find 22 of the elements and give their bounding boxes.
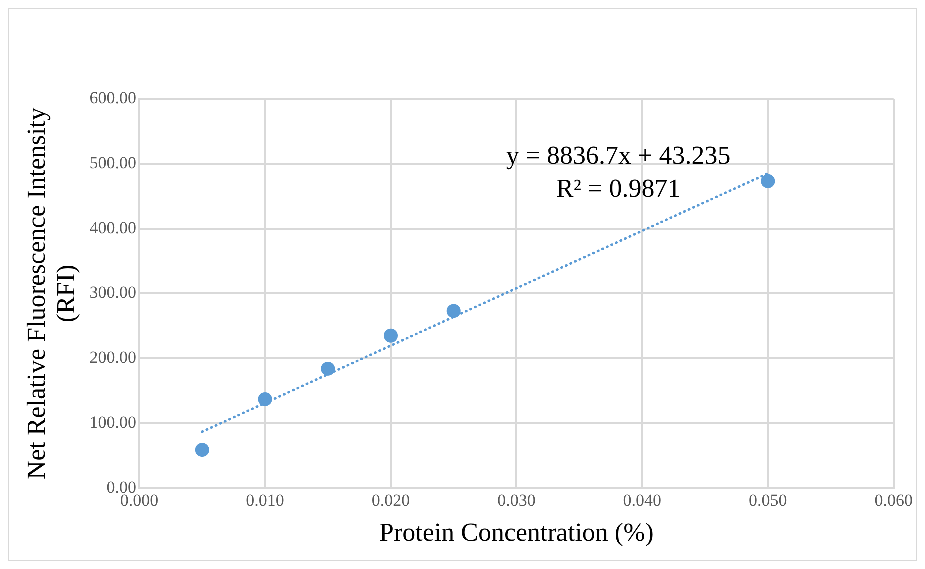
point [446,304,461,318]
y-tick-label: 200.00 [90,348,137,368]
point [761,174,776,188]
x-axis-title: Protein Concentration (%) [380,518,654,548]
annotation: R² = 0.9871 [556,174,681,203]
point [195,443,210,458]
x-tick-label: 0.050 [749,491,788,510]
point [258,392,272,406]
point [384,328,398,343]
annotation: y = 8836.7x + 43.235 [506,140,731,170]
y-axis-title: Net Relative Fluorescence Intensity (RFI) [22,108,81,480]
x-tick-label: 0.040 [623,491,662,510]
y-tick-label: 300.00 [90,283,137,302]
y-tick-label: 500.00 [90,153,137,172]
x-tick-label: 0.020 [372,491,410,510]
y-tick-label: 400.00 [90,218,137,238]
point [321,362,336,376]
x-tick-label: 0.060 [874,491,913,510]
x-tick-label: 0.030 [498,491,536,510]
x-tick-label: 0.010 [246,491,284,510]
y-tick-label: 600.00 [90,88,137,108]
y-tick-label: 100.00 [90,412,137,432]
